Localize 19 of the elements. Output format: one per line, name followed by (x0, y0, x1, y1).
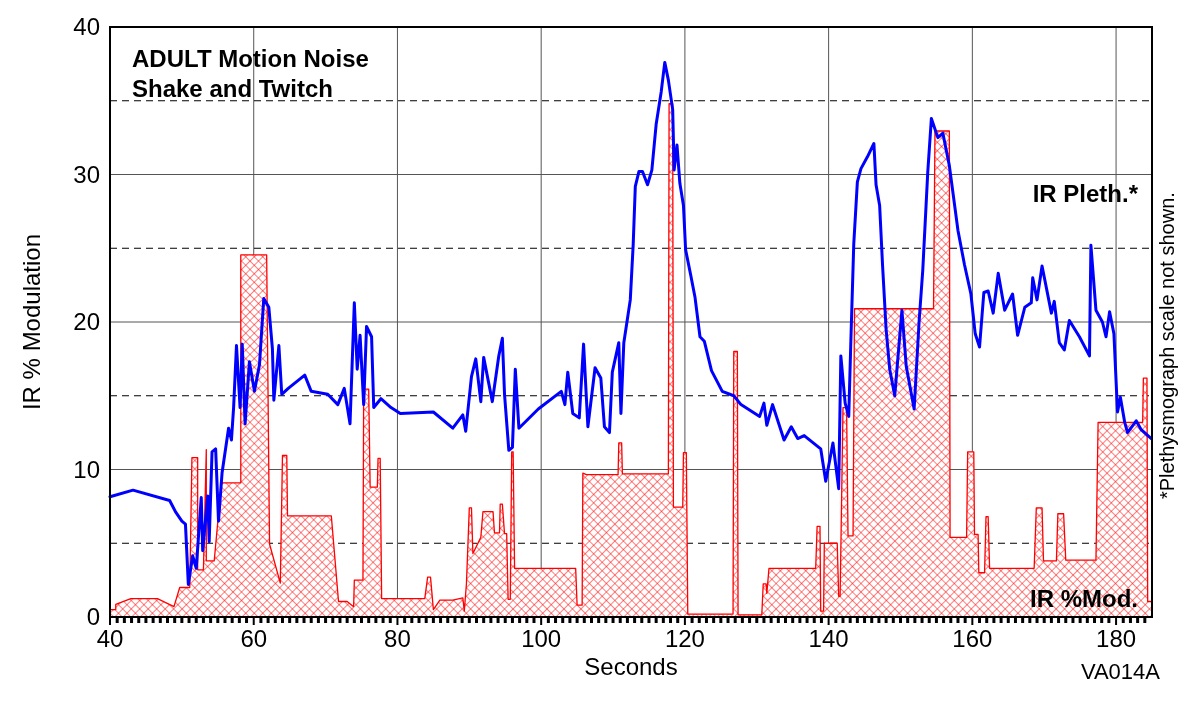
x-tick-label: 140 (808, 625, 849, 652)
text: ADULT Motion Noise (132, 45, 369, 72)
x-tick-label: 80 (384, 625, 411, 652)
series-label: IR %Mod. (1030, 585, 1138, 612)
text: *Plethysmograph scale not shown. (1156, 192, 1178, 500)
text: Shake and Twitch (132, 75, 333, 102)
y-tick-label: 10 (73, 455, 100, 483)
x-tick-label: 160 (952, 625, 993, 652)
y-tick-label: 20 (73, 308, 100, 336)
y-tick-label: 30 (73, 160, 100, 188)
y-axis-title: IR % Modulation (18, 233, 45, 411)
x-tick-label: 180 (1096, 625, 1137, 652)
text: VA014A (1080, 659, 1161, 684)
x-axis-title: Seconds (584, 653, 678, 680)
x-tick-label: 60 (240, 625, 268, 652)
text: IR Pleth.* (1032, 180, 1139, 207)
x-tick-label: 100 (521, 625, 562, 652)
x-tick-label: 120 (664, 625, 705, 652)
y-tick-label: 40 (73, 13, 100, 41)
